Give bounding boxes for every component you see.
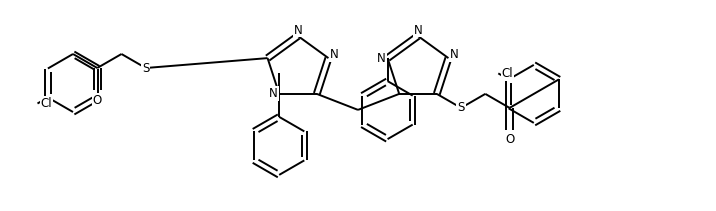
Text: S: S — [142, 61, 150, 74]
Text: N: N — [414, 23, 422, 37]
Text: Cl: Cl — [41, 97, 52, 110]
Text: N: N — [450, 48, 459, 61]
Text: O: O — [505, 133, 514, 146]
Text: O: O — [92, 93, 102, 107]
Text: N: N — [330, 48, 339, 61]
Text: S: S — [458, 101, 465, 114]
Text: N: N — [294, 23, 302, 37]
Text: Cl: Cl — [501, 67, 513, 80]
Text: N: N — [377, 52, 386, 65]
Text: N: N — [268, 87, 278, 100]
